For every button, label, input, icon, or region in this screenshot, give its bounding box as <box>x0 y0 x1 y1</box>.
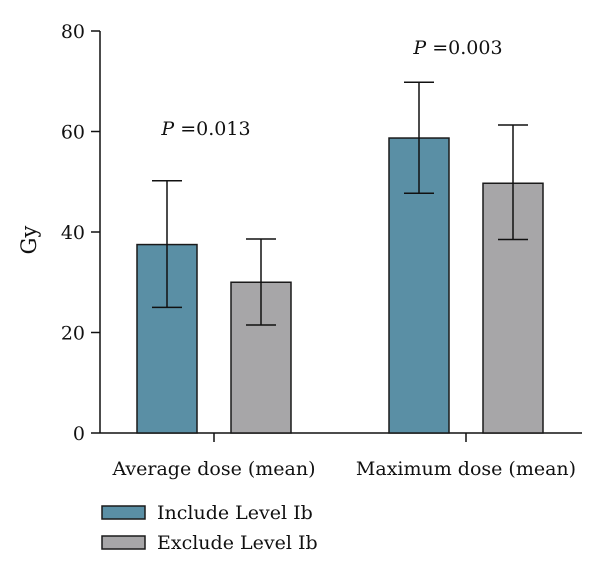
p-value-annotation: P =0.013 <box>160 118 250 140</box>
y-tick-label: 20 <box>61 323 85 345</box>
legend: Include Level Ib Exclude Level Ib <box>101 502 318 554</box>
annotations-group: P =0.013 P =0.003 <box>160 37 502 140</box>
x-category-label: Maximum dose (mean) <box>356 458 576 480</box>
legend-swatch <box>101 505 146 520</box>
x-category-label: Average dose (mean) <box>111 458 315 480</box>
p-value-annotation: P =0.003 <box>412 37 502 59</box>
y-tick-label: 80 <box>61 21 85 43</box>
bars-group <box>136 137 544 434</box>
legend-label: Include Level Ib <box>157 502 313 524</box>
y-tick-label: 60 <box>61 122 85 144</box>
y-axis-label: Gy <box>17 226 41 255</box>
y-tick-label: 40 <box>61 222 85 244</box>
y-tick-label: 0 <box>73 423 85 445</box>
legend-swatch <box>101 535 146 550</box>
legend-label: Exclude Level Ib <box>157 532 318 554</box>
error-bars-group <box>152 81 528 326</box>
axes: 0 20 40 60 80 Average dose (mean) Maximum dose… <box>61 21 582 480</box>
